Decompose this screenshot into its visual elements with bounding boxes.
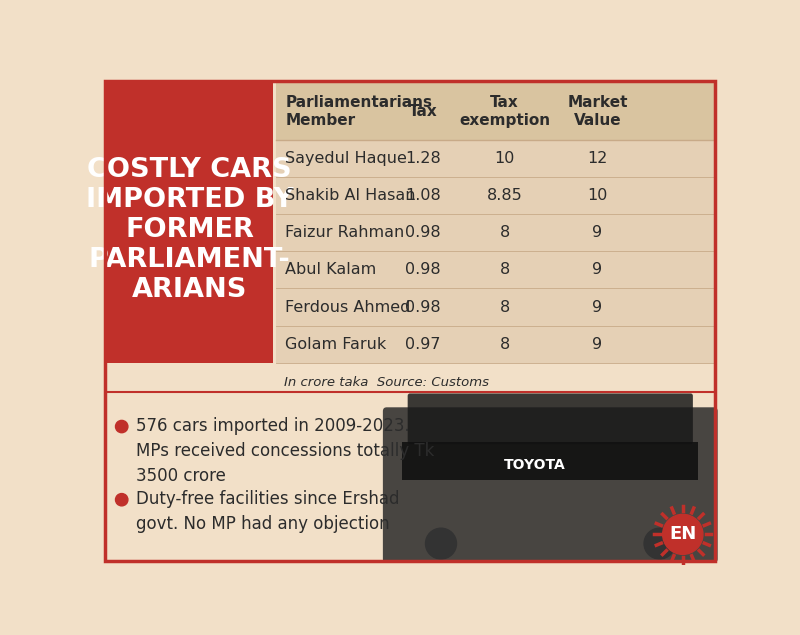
FancyBboxPatch shape (402, 442, 698, 481)
FancyBboxPatch shape (383, 407, 718, 563)
Text: 10: 10 (587, 188, 608, 203)
Text: Duty-free facilities since Ershad
govt. No MP had any objection: Duty-free facilities since Ershad govt. … (136, 490, 399, 533)
Circle shape (115, 420, 128, 432)
Text: 0.98: 0.98 (406, 300, 441, 314)
Text: 9: 9 (593, 337, 602, 352)
Text: Tax: Tax (409, 104, 438, 119)
Text: 8.85: 8.85 (486, 188, 522, 203)
Text: TOYOTA: TOYOTA (504, 458, 566, 472)
Text: Shakib Al Hasan: Shakib Al Hasan (286, 188, 416, 203)
Text: Abul Kalam: Abul Kalam (286, 262, 377, 277)
Text: 1.08: 1.08 (406, 188, 441, 203)
Text: Ferdous Ahmed: Ferdous Ahmed (286, 300, 410, 314)
Circle shape (426, 528, 457, 559)
FancyBboxPatch shape (276, 83, 714, 363)
Text: 1.28: 1.28 (406, 151, 441, 166)
Text: In crore taka  Source: Customs: In crore taka Source: Customs (284, 377, 489, 389)
Text: Faizur Rahman: Faizur Rahman (286, 225, 405, 240)
Text: 12: 12 (587, 151, 608, 166)
Text: 0.98: 0.98 (406, 225, 441, 240)
Text: 0.98: 0.98 (406, 262, 441, 277)
Text: Golam Faruk: Golam Faruk (286, 337, 386, 352)
Text: Tax
exemption: Tax exemption (459, 95, 550, 128)
Text: 9: 9 (593, 262, 602, 277)
Text: Parliamentarians
Member: Parliamentarians Member (286, 95, 432, 128)
FancyBboxPatch shape (408, 394, 693, 444)
Text: 9: 9 (593, 225, 602, 240)
Circle shape (662, 514, 703, 554)
Text: 0.97: 0.97 (406, 337, 441, 352)
Text: 8: 8 (499, 337, 510, 352)
FancyBboxPatch shape (106, 83, 273, 363)
Text: 9: 9 (593, 300, 602, 314)
Text: Market
Value: Market Value (567, 95, 628, 128)
Circle shape (644, 528, 675, 559)
Text: 576 cars imported in 2009-2023.
MPs received concessions totally Tk
3500 crore: 576 cars imported in 2009-2023. MPs rece… (136, 417, 434, 485)
Circle shape (115, 493, 128, 506)
FancyBboxPatch shape (276, 83, 714, 140)
Text: 8: 8 (499, 262, 510, 277)
Text: Sayedul Haque: Sayedul Haque (286, 151, 407, 166)
Text: 8: 8 (499, 300, 510, 314)
Text: 8: 8 (499, 225, 510, 240)
Text: 10: 10 (494, 151, 514, 166)
Text: EN: EN (669, 525, 697, 544)
Text: COSTLY CARS
IMPORTED BY
FORMER
PARLIAMENT-
ARIANS: COSTLY CARS IMPORTED BY FORMER PARLIAMEN… (86, 157, 294, 303)
